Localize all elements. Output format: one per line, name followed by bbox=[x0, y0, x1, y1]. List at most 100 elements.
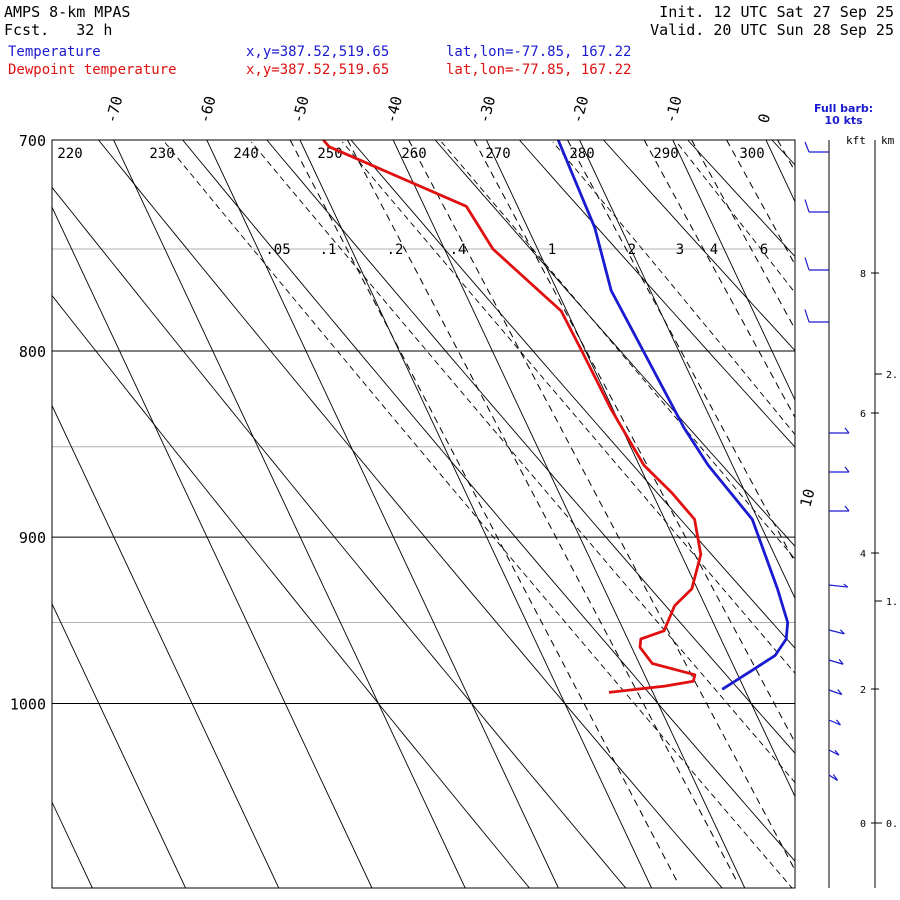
mixing-ratio-line bbox=[408, 140, 795, 872]
temperature-info: Temperature x,y=387.52,519.65 lat,lon=-77.… bbox=[8, 44, 631, 60]
moist-adiabat bbox=[164, 141, 793, 888]
kft-tick-label: 2 bbox=[860, 685, 866, 696]
isotherm-label: -10 bbox=[661, 94, 685, 125]
dry-adiabat-label: 270 bbox=[485, 146, 510, 162]
isotherm bbox=[672, 140, 795, 402]
wind-barb-icon bbox=[804, 257, 829, 271]
dry-adiabat bbox=[52, 186, 627, 888]
dry-adiabat-label: 260 bbox=[401, 146, 426, 162]
isotherm bbox=[52, 206, 373, 888]
mixing-ratio-label: 2 bbox=[628, 242, 636, 258]
dry-adiabat bbox=[52, 294, 530, 888]
dewpoint-info: Dewpoint temperature x,y=387.52,519.65 lat… bbox=[8, 62, 631, 78]
barb-key-line1: Full barb: bbox=[814, 102, 874, 115]
mixing-ratio-label: 1 bbox=[548, 242, 556, 258]
wind-barb-icon bbox=[804, 199, 829, 213]
dry-adiabat-label: 240 bbox=[233, 146, 258, 162]
dry-adiabat bbox=[434, 140, 795, 547]
mixing-ratio-label: 6 bbox=[760, 242, 768, 258]
temperature-name: Temperature bbox=[8, 44, 101, 60]
dry-adiabat-label: 230 bbox=[149, 146, 174, 162]
mixing-ratio-line bbox=[691, 140, 795, 331]
isotherm-label: -60 bbox=[195, 94, 219, 125]
dry-adiabat bbox=[603, 140, 795, 352]
wind-barb-icon bbox=[829, 427, 850, 434]
kft-tick-label: 8 bbox=[860, 269, 866, 280]
wind-barb-icon bbox=[828, 689, 843, 696]
mixing-ratio-line bbox=[289, 140, 679, 883]
wind-barb-icon bbox=[829, 466, 850, 473]
dewpoint-name: Dewpoint temperature bbox=[8, 62, 177, 78]
isotherm bbox=[579, 140, 795, 600]
moist-adiabat bbox=[441, 141, 795, 560]
fcst-label: Fcst. bbox=[4, 21, 50, 39]
isotherm-label: 10 bbox=[796, 487, 818, 509]
pressure-tick-label: 800 bbox=[19, 343, 46, 361]
plot-frame bbox=[51, 139, 796, 889]
wind-barb-icon bbox=[804, 141, 829, 153]
dry-adiabat bbox=[182, 140, 795, 862]
dry-adiabat bbox=[266, 140, 795, 754]
mixing-ratio-line bbox=[567, 140, 795, 564]
dry-adiabat-label: 300 bbox=[739, 146, 764, 162]
header-right: Init. 12 UTC Sat 27 Sep 25 Valid. 20 UTC… bbox=[650, 3, 894, 39]
km-tick-label: 0. bbox=[886, 819, 898, 830]
temperature-line bbox=[556, 140, 790, 691]
dry-adiabat bbox=[98, 140, 723, 888]
barb-key: Full barb: 10 kts bbox=[814, 103, 873, 127]
mixing-ratio-label: .05 bbox=[265, 242, 290, 258]
isotherm bbox=[52, 602, 186, 888]
pressure-tick-label: 700 bbox=[19, 132, 46, 150]
dry-adiabat bbox=[687, 140, 795, 258]
km-tick-label: 2. bbox=[886, 370, 898, 381]
mixing-ratio-label: 4 bbox=[710, 242, 718, 258]
moist-adiabat bbox=[250, 141, 795, 784]
mixing-ratio-label: .1 bbox=[320, 242, 337, 258]
kft-tick-label: 4 bbox=[860, 549, 866, 560]
model-title: AMPS 8-km MPAS bbox=[4, 3, 131, 21]
km-tick-label: 1. bbox=[886, 597, 898, 608]
fcst-value: 32 h bbox=[76, 21, 113, 39]
dry-adiabat bbox=[519, 140, 795, 448]
isotherm bbox=[765, 140, 795, 203]
pressure-tick-label: 900 bbox=[19, 529, 46, 547]
kft-tick-label: 6 bbox=[860, 409, 866, 420]
wind-barb-icon bbox=[828, 749, 840, 756]
isotherm bbox=[113, 140, 466, 888]
isotherm-label: -20 bbox=[568, 94, 592, 125]
wind-barb-icon bbox=[828, 719, 841, 726]
isotherm bbox=[52, 404, 280, 888]
isotherm bbox=[859, 140, 900, 888]
moist-adiabat bbox=[803, 142, 900, 890]
isotherm-label: 0 bbox=[754, 112, 774, 125]
wind-barb-icon bbox=[828, 583, 849, 588]
valid-time: Valid. 20 UTC Sun 28 Sep 25 bbox=[650, 21, 894, 39]
wind-barb-icon bbox=[804, 309, 829, 323]
wind-barb-icon bbox=[828, 658, 844, 665]
kft-tick-label: 0 bbox=[860, 819, 866, 830]
mixing-ratio-line bbox=[347, 140, 739, 883]
barb-key-line2: 10 kts bbox=[824, 114, 863, 127]
pressure-tick-label: 1000 bbox=[10, 696, 46, 714]
temperature-xy: x,y=387.52,519.65 bbox=[246, 44, 390, 60]
dry-adiabat-label: 220 bbox=[57, 146, 82, 162]
dewpoint-temperature-line bbox=[322, 140, 703, 694]
mixing-ratio-line bbox=[815, 140, 900, 883]
isotherm-label: -40 bbox=[382, 94, 406, 125]
mixing-ratio-label: .4 bbox=[450, 242, 467, 258]
moist-adiabat bbox=[342, 141, 795, 674]
dry-adiabat bbox=[856, 140, 900, 888]
isotherm-label: -30 bbox=[475, 94, 499, 125]
dewpoint-latlon: lat,lon=-77.85, 167.22 bbox=[446, 62, 632, 78]
isotherm bbox=[52, 801, 93, 888]
isotherm bbox=[485, 140, 795, 798]
mixing-ratio-line bbox=[643, 140, 795, 419]
wind-barb-icon bbox=[828, 629, 845, 635]
isotherm bbox=[392, 140, 746, 888]
moist-adiabat bbox=[552, 141, 795, 436]
isotherm bbox=[299, 140, 652, 888]
wind-barb-icon bbox=[829, 505, 850, 512]
km-label: km bbox=[881, 134, 895, 147]
mixing-ratio-label: 3 bbox=[676, 242, 684, 258]
